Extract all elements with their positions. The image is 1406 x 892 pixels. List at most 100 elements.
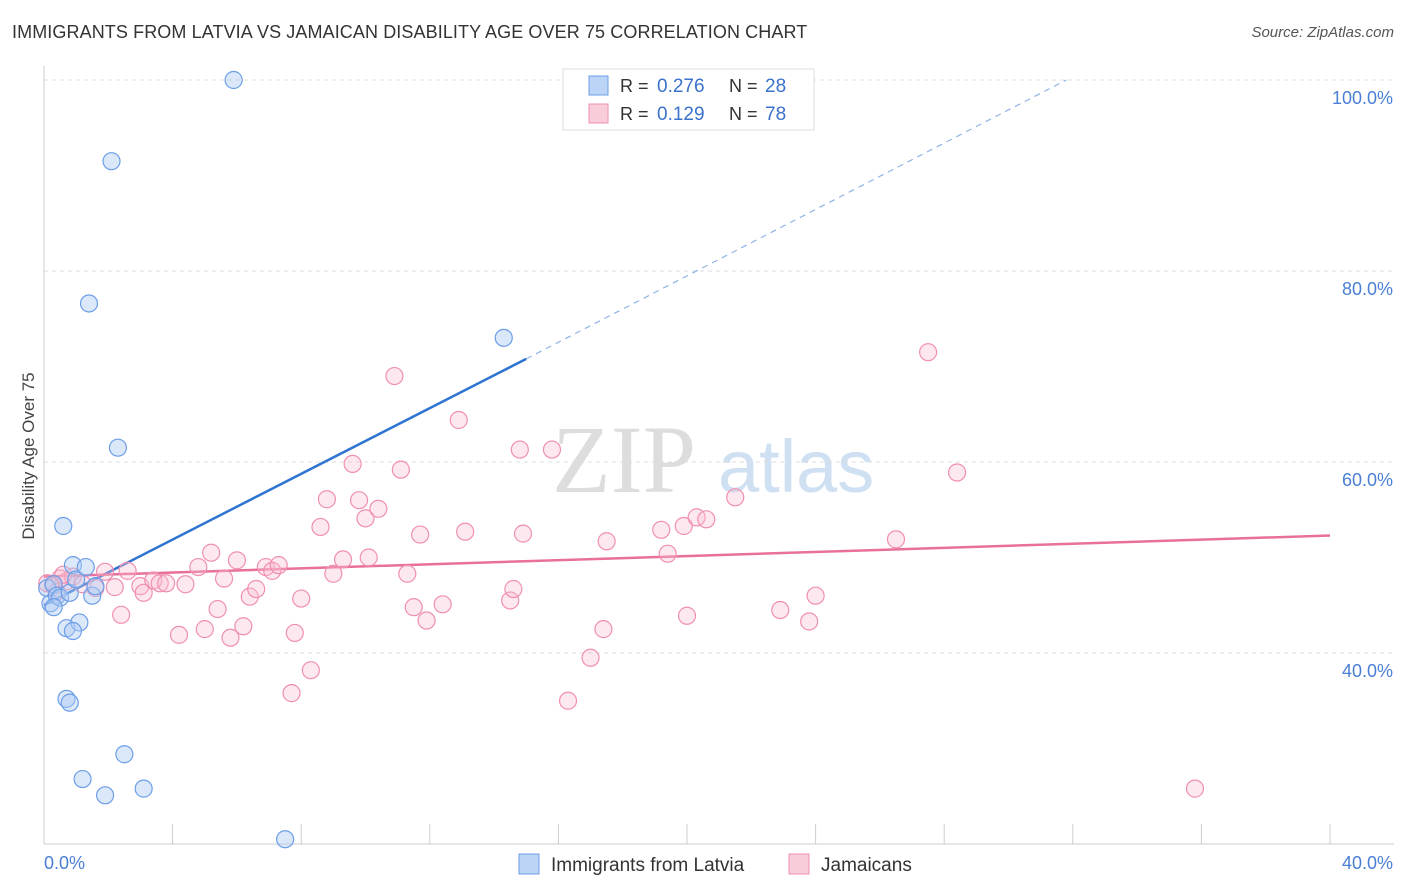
point-jamaicans-69 [726,488,745,507]
point-jamaicans-33 [285,623,304,643]
point-jamaicans-57 [513,524,533,543]
legend-r-value-jamaicans: 0.129 [657,104,705,125]
bottom-legend-swatch-jamaicans [788,853,810,875]
bottom-legend-label-jamaicans: Jamaicans [821,855,912,876]
point-jamaicans-65 [674,516,693,536]
point-jamaicans-50 [417,611,436,630]
point-jamaicans-47 [398,564,417,583]
point-jamaicans-28 [247,579,266,599]
point-latvia-17 [95,786,115,805]
grid-lines [44,79,1394,654]
point-jamaicans-41 [349,491,369,510]
point-jamaicans-43 [359,548,378,567]
point-jamaicans-60 [581,648,600,667]
correlation-legend: R = 0.276 N = 28 R = 0.129 N = 78 [562,68,815,131]
point-jamaicans-61 [594,620,613,639]
point-jamaicans-25 [227,551,246,570]
chart-title: IMMIGRANTS FROM LATVIA VS JAMAICAN DISAB… [12,22,808,42]
point-latvia-9 [67,570,86,589]
point-jamaicans-64 [658,544,677,563]
y-tick-label-100: 100.0% [1332,88,1393,108]
legend-n-label-latvia: N = [729,76,758,96]
point-jamaicans-27 [240,587,259,606]
point-jamaicans-42 [356,509,375,528]
y-tick-labels: 40.0% 60.0% 80.0% 100.0% [1332,88,1393,681]
point-jamaicans-39 [333,550,353,569]
point-jamaicans-44 [369,499,388,518]
x-tick-label-max: 40.0% [1342,853,1393,873]
point-jamaicans-75 [947,463,967,482]
watermark-zip: ZIP [552,406,696,513]
point-jamaicans-62 [597,532,616,551]
y-tick-label-40: 40.0% [1342,661,1393,681]
series-legend: Immigrants from Latvia Jamaicans [518,853,912,876]
point-jamaicans-73 [886,530,906,549]
point-latvia-12 [83,586,102,605]
point-jamaicans-56 [510,440,529,459]
point-jamaicans-71 [800,612,819,631]
point-jamaicans-52 [449,410,468,430]
point-jamaicans-16 [157,574,176,593]
point-jamaicans-48 [404,598,423,617]
point-jamaicans-8 [95,562,115,581]
legend-swatch-jamaicans [588,103,609,124]
point-jamaicans-49 [411,525,430,544]
point-jamaicans-17 [169,625,189,644]
point-latvia-19 [134,779,153,798]
point-jamaicans-51 [433,595,452,614]
point-jamaicans-70 [771,600,790,620]
point-latvia-13 [86,577,105,596]
point-jamaicans-35 [301,661,320,680]
point-latvia-27 [63,621,83,641]
point-jamaicans-32 [282,684,301,703]
legend-r-value-latvia: 0.276 [657,76,705,97]
bottom-legend-swatch-latvia [518,853,540,875]
y-tick-label-80: 80.0% [1342,279,1393,299]
point-jamaicans-55 [504,579,523,599]
point-jamaicans-21 [202,543,221,562]
points-jamaicans [38,343,1205,798]
point-jamaicans-34 [292,589,311,608]
point-jamaicans-76 [1185,779,1205,798]
points-latvia [38,70,513,849]
legend-n-label-jamaicans: N = [729,104,758,124]
y-axis-label: Disability Age Over 75 [19,372,38,539]
point-latvia-5 [54,516,73,536]
point-latvia-4 [50,588,70,607]
legend-n-value-jamaicans: 78 [765,104,786,125]
bottom-legend-label-latvia: Immigrants from Latvia [551,855,745,876]
point-jamaicans-10 [112,605,131,624]
point-jamaicans-9 [105,578,124,597]
point-jamaicans-19 [189,557,208,577]
trend-line-latvia [43,357,527,607]
source-label: Source: ZipAtlas.com [1251,24,1394,41]
point-jamaicans-22 [208,599,227,619]
point-jamaicans-58 [542,440,562,459]
point-jamaicans-20 [195,620,214,639]
point-jamaicans-68 [697,510,716,529]
point-latvia-22 [108,438,128,457]
point-jamaicans-66 [677,606,697,625]
x-tick-label-min: 0.0% [44,853,85,873]
point-latvia-23 [224,70,243,90]
point-jamaicans-11 [118,561,137,580]
point-jamaicans-24 [221,628,240,647]
point-jamaicans-18 [176,575,195,594]
trend-line-latvia-extension [525,79,1067,360]
point-jamaicans-37 [317,490,337,509]
watermark-atlas: atlas [718,425,874,508]
point-jamaicans-23 [214,569,234,588]
point-latvia-11 [76,557,95,577]
point-jamaicans-54 [501,591,520,610]
legend-swatch-latvia [588,75,609,96]
point-latvia-25 [276,830,295,849]
point-jamaicans-53 [456,522,475,541]
legend-r-label-jamaicans: R = [620,104,649,124]
point-jamaicans-26 [234,617,253,636]
y-tick-label-60: 60.0% [1342,470,1393,490]
axes [43,66,1394,845]
point-latvia-16 [73,769,92,789]
legend-n-value-latvia: 28 [765,76,786,97]
point-jamaicans-45 [385,366,404,386]
